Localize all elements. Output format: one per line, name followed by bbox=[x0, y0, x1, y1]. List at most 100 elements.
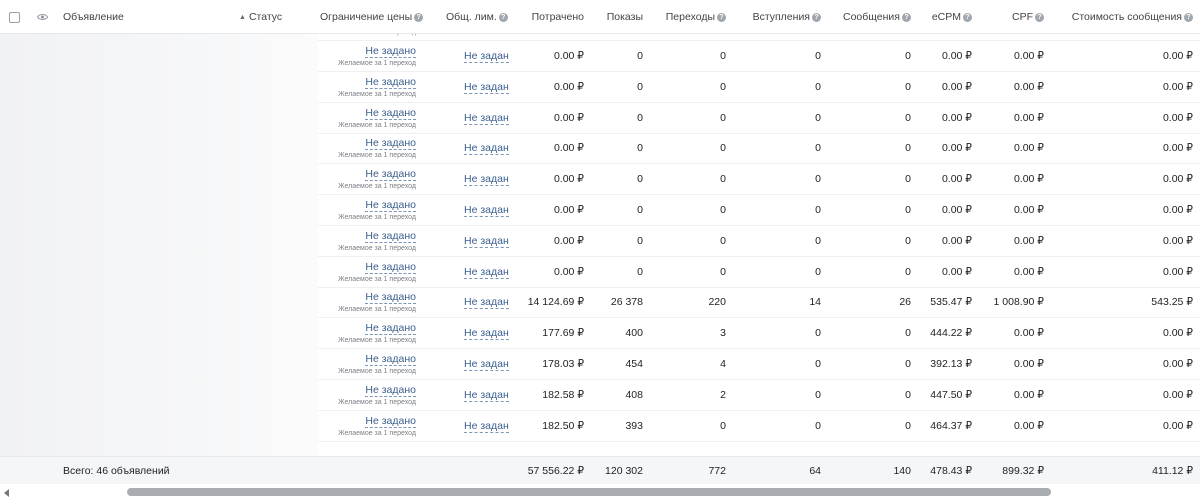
column-cpf[interactable]: CPF? bbox=[1012, 0, 1044, 34]
cell-cpf: 0.00 ₽ bbox=[1013, 142, 1044, 155]
cell-joins: 0 bbox=[815, 234, 821, 247]
help-icon[interactable]: ? bbox=[812, 13, 821, 22]
cell-messages: 0 bbox=[905, 419, 911, 432]
price-limit-link[interactable]: Не задано bbox=[365, 45, 416, 58]
cell-impressions: 0 bbox=[637, 50, 643, 62]
scroll-left-icon[interactable] bbox=[4, 489, 9, 497]
column-total-limit[interactable]: Общ. лим.? bbox=[446, 0, 508, 34]
price-limit-link[interactable]: Не задано bbox=[365, 383, 416, 397]
table-row[interactable]: Не задано Желаемое за 1 переход Не задан 18… bbox=[0, 380, 1200, 411]
total-count: Всего: 46 объявлений bbox=[63, 465, 170, 477]
total-limit-link[interactable]: Не задан bbox=[464, 419, 509, 433]
cell-joins: 0 bbox=[815, 204, 821, 216]
row-divider bbox=[318, 101, 1200, 103]
help-icon[interactable]: ? bbox=[902, 13, 911, 22]
price-limit-hint: Желаемое за 1 переход bbox=[338, 183, 416, 191]
cell-ecpm: 444.22 ₽ bbox=[930, 327, 972, 340]
cell-clicks: 0 bbox=[720, 80, 726, 93]
price-limit-link[interactable]: Не задано bbox=[365, 322, 416, 336]
total-limit-link[interactable]: Не задан bbox=[464, 173, 509, 187]
total-limit-link[interactable]: Не задан bbox=[464, 296, 509, 310]
total-limit-link[interactable]: Не задан bbox=[464, 204, 509, 217]
table-footer-totals: Всего: 46 объявлений 57 556.22 ₽ 120 302… bbox=[0, 456, 1200, 484]
cell-message-cost: 0.00 ₽ bbox=[1162, 234, 1193, 247]
price-limit-link[interactable]: Не задано bbox=[365, 75, 416, 89]
cell-clicks: 0 bbox=[720, 204, 726, 216]
price-limit-link[interactable]: Не задано bbox=[365, 137, 416, 151]
column-status[interactable]: ▲ Статус bbox=[239, 11, 283, 23]
column-message-cost[interactable]: Стоимость сообщения? bbox=[1072, 0, 1193, 34]
total-spent: 57 556.22 ₽ bbox=[527, 465, 584, 477]
cell-cpf: 0.00 ₽ bbox=[1013, 50, 1044, 62]
total-limit-link[interactable]: Не задан bbox=[464, 111, 509, 125]
eye-icon[interactable] bbox=[37, 13, 48, 21]
price-limit-link[interactable]: Не задано bbox=[365, 106, 416, 120]
row-divider bbox=[318, 286, 1200, 288]
table-row[interactable]: Не задано Желаемое за 1 переход Не задан 18… bbox=[0, 411, 1200, 442]
cell-spent: 178.03 ₽ bbox=[542, 358, 584, 370]
help-icon[interactable]: ? bbox=[963, 13, 972, 22]
help-icon[interactable]: ? bbox=[717, 13, 726, 22]
table-row[interactable]: Не задано Желаемое за 1 переход Не задан 17… bbox=[0, 318, 1200, 350]
cell-spent: 0.00 ₽ bbox=[553, 80, 584, 93]
table-row[interactable]: Не задано Желаемое за 1 переход Не задан 14… bbox=[0, 287, 1200, 319]
price-limit-link[interactable]: Не задано bbox=[365, 260, 416, 274]
help-icon[interactable]: ? bbox=[414, 13, 424, 22]
cell-messages: 0 bbox=[905, 80, 911, 93]
price-limit-link[interactable]: Не задано bbox=[365, 353, 416, 366]
cell-spent: 182.58 ₽ bbox=[542, 388, 584, 401]
total-limit-link[interactable]: Не задан bbox=[464, 80, 509, 94]
cell-messages: 0 bbox=[905, 388, 911, 401]
price-limit-link[interactable]: Не задано bbox=[365, 229, 416, 243]
column-spent[interactable]: Потрачено bbox=[531, 11, 584, 23]
total-limit-link[interactable]: Не задан bbox=[464, 265, 509, 279]
column-ecpm[interactable]: eCPM? bbox=[932, 0, 972, 34]
help-icon[interactable]: ? bbox=[1184, 13, 1193, 22]
row-divider bbox=[318, 409, 1200, 411]
cell-ecpm: 0.00 ₽ bbox=[941, 142, 972, 155]
blurred-ad-names bbox=[0, 34, 318, 456]
column-price-limit[interactable]: Ограничение цены? bbox=[320, 0, 424, 34]
price-limit-link[interactable]: Не задано bbox=[365, 414, 416, 428]
cell-spent: 182.50 ₽ bbox=[542, 419, 584, 432]
column-impressions[interactable]: Показы bbox=[606, 11, 643, 23]
help-icon[interactable]: ? bbox=[1035, 13, 1044, 22]
cell-spent: 0.00 ₽ bbox=[553, 50, 584, 62]
price-limit-hint: Желаемое за 1 переход bbox=[338, 368, 416, 375]
column-joins[interactable]: Вступления? bbox=[753, 0, 821, 34]
total-limit-link[interactable]: Не задан bbox=[464, 50, 509, 63]
column-ad[interactable]: Объявление bbox=[63, 11, 124, 23]
cell-messages: 0 bbox=[905, 234, 911, 247]
horizontal-scrollbar[interactable] bbox=[0, 484, 1200, 502]
row-divider bbox=[318, 132, 1200, 134]
cell-joins: 0 bbox=[815, 388, 821, 401]
cell-ecpm: 0.00 ₽ bbox=[941, 204, 972, 216]
help-icon[interactable]: ? bbox=[498, 13, 508, 22]
price-limit-hint: Желаемое за 1 переход bbox=[338, 244, 416, 252]
table-row[interactable]: Не задано Желаемое за 1 переход Не задан 17… bbox=[0, 349, 1200, 380]
total-limit-link[interactable]: Не задан bbox=[464, 388, 509, 402]
total-limit-link[interactable]: Не задан bbox=[464, 142, 509, 156]
column-clicks[interactable]: Переходы? bbox=[666, 0, 726, 34]
price-limit-link[interactable]: Не задано bbox=[365, 291, 416, 305]
price-limit-hint: Желаемое за 1 переход bbox=[338, 34, 416, 37]
total-limit-link[interactable]: Не задан bbox=[464, 327, 509, 341]
scrollbar-thumb[interactable] bbox=[127, 488, 1051, 496]
price-limit-link[interactable]: Не задано bbox=[365, 199, 416, 212]
total-limit-link[interactable]: Не задан bbox=[464, 358, 509, 371]
column-messages[interactable]: Сообщения? bbox=[843, 0, 911, 34]
select-all-checkbox[interactable] bbox=[9, 12, 20, 23]
price-limit-link[interactable]: Не задано bbox=[365, 168, 416, 182]
total-limit-link[interactable]: Не задан bbox=[464, 234, 509, 248]
